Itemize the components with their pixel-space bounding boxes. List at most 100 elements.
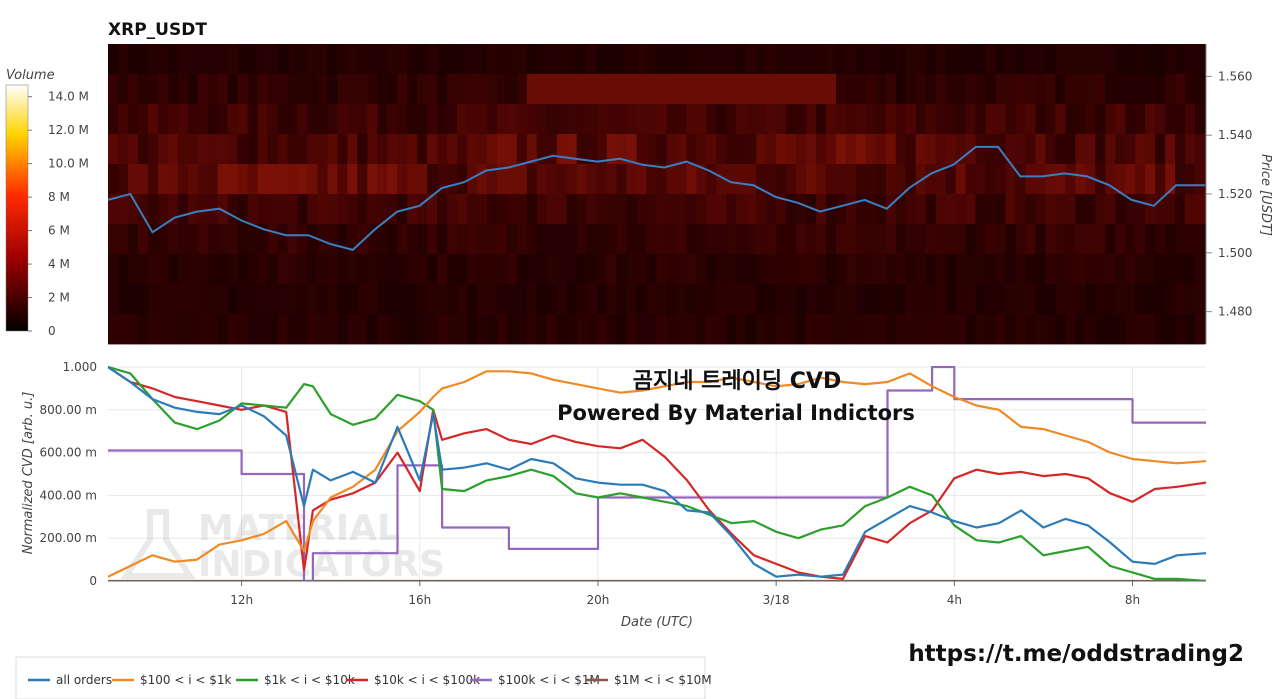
heatmap-cell <box>1035 164 1047 195</box>
heatmap-cell <box>606 254 618 285</box>
heatmap-cell <box>297 44 309 75</box>
heatmap-cell <box>746 284 757 315</box>
heatmap-cell <box>716 224 727 255</box>
heatmap-cell <box>237 194 249 225</box>
heatmap-cell <box>995 314 1007 345</box>
heatmap-cell <box>327 44 338 75</box>
heatmap-cell <box>526 194 538 225</box>
heatmap-cell <box>796 44 807 75</box>
heatmap-cell <box>227 74 239 105</box>
heatmap-cell <box>626 224 638 255</box>
heatmap-cell <box>287 44 299 75</box>
heatmap-cell <box>108 74 119 105</box>
heatmap-cell <box>1125 194 1136 225</box>
heatmap-cell <box>257 284 269 315</box>
heatmap-cell <box>836 134 847 165</box>
heatmap-cell <box>586 134 598 165</box>
heatmap-cell <box>307 164 319 195</box>
cvd-y-tick-label: 0 <box>89 574 97 588</box>
heatmap-cell <box>576 194 588 225</box>
heatmap-cell <box>197 134 209 165</box>
heatmap-cell <box>476 44 488 75</box>
heatmap-cell <box>686 74 697 105</box>
heatmap-cell <box>836 44 847 75</box>
heatmap-cell <box>1135 284 1146 315</box>
heatmap-cell <box>1095 134 1106 165</box>
heatmap-cell <box>1195 314 1206 345</box>
heatmap-cell <box>1195 194 1206 225</box>
heatmap-cell <box>1135 74 1146 105</box>
heatmap-cell <box>157 314 169 345</box>
heatmap-cell <box>177 194 189 225</box>
heatmap-cell <box>437 134 448 165</box>
heatmap-cell <box>776 44 787 75</box>
cvd-x-axis-title: Date (UTC) <box>621 615 693 630</box>
heatmap-cell <box>237 224 249 255</box>
heatmap-cell <box>506 74 518 105</box>
heatmap-cell <box>905 44 917 75</box>
heatmap-cell <box>746 134 757 165</box>
heatmap-cell <box>726 194 737 225</box>
heatmap-cell <box>1035 104 1047 135</box>
heatmap-cell <box>646 194 658 225</box>
heatmap-cell <box>217 164 229 195</box>
heatmap-cell <box>467 164 478 195</box>
heatmap-cell <box>387 164 398 195</box>
heatmap-cell <box>736 224 747 255</box>
heatmap-cell <box>1015 44 1027 75</box>
heatmap-cell <box>576 134 588 165</box>
heatmap-cell <box>536 104 548 135</box>
heatmap-cell <box>427 194 438 225</box>
heatmap-cell <box>247 44 259 75</box>
heatmap-cell <box>506 134 518 165</box>
heatmap-cell <box>207 284 219 315</box>
heatmap-cell <box>1085 224 1096 255</box>
heatmap-cell <box>1155 104 1166 135</box>
heatmap-cell <box>506 194 518 225</box>
heatmap-cell <box>596 284 608 315</box>
heatmap-cell <box>187 254 199 285</box>
heatmap-cell <box>467 314 478 345</box>
flask-icon <box>120 509 196 579</box>
heatmap-cell <box>297 194 309 225</box>
heatmap-cell <box>197 104 209 135</box>
heatmap-cell <box>1105 194 1116 225</box>
heatmap-cell <box>157 134 169 165</box>
heatmap-cell <box>686 254 697 285</box>
heatmap-cell <box>516 254 528 285</box>
heatmap-cell <box>875 284 887 315</box>
heatmap-cell <box>447 194 458 225</box>
heatmap-cell <box>1005 194 1017 225</box>
heatmap-cell <box>197 284 209 315</box>
heatmap-cell <box>1165 104 1176 135</box>
heatmap-cell <box>1035 254 1047 285</box>
heatmap-cell <box>387 194 398 225</box>
heatmap-cell <box>706 104 717 135</box>
heatmap-cell <box>197 44 209 75</box>
heatmap-cell <box>776 224 787 255</box>
heatmap-cell <box>257 134 269 165</box>
heatmap-cell <box>826 254 837 285</box>
heatmap-cell <box>1115 224 1126 255</box>
heatmap-cell <box>237 134 249 165</box>
heatmap-cell <box>796 104 807 135</box>
heatmap-cell <box>1105 284 1116 315</box>
heatmap-cell <box>586 104 598 135</box>
heatmap-cell <box>347 314 358 345</box>
heatmap-cell <box>137 254 149 285</box>
heatmap-cell <box>287 254 299 285</box>
heatmap-cell <box>1055 44 1066 75</box>
heatmap-cell <box>696 314 707 345</box>
heatmap-cell <box>486 74 498 105</box>
heatmap-cell <box>716 314 727 345</box>
telegram-link[interactable]: https://t.me/oddstrading2 <box>908 641 1244 667</box>
heatmap-cell <box>317 164 328 195</box>
colorbar-tick-label: 2 M <box>48 291 70 305</box>
heatmap-cell <box>915 224 927 255</box>
heatmap-cell <box>955 74 967 105</box>
heatmap-cell <box>397 164 408 195</box>
heatmap-cell <box>836 194 847 225</box>
colorbar-tick-label: 12.0 M <box>48 123 89 137</box>
heatmap-cell <box>796 314 807 345</box>
heatmap-cell <box>776 164 787 195</box>
